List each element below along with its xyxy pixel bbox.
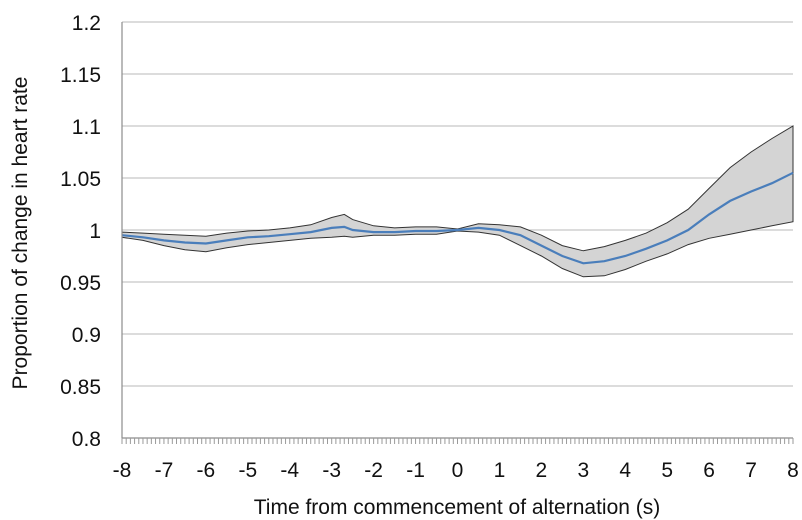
confidence-band xyxy=(121,125,794,278)
x-tick-label: 3 xyxy=(577,459,589,482)
axes xyxy=(121,22,794,444)
x-tick-label: 6 xyxy=(703,459,715,482)
x-axis-title: Time from commencement of alternation (s… xyxy=(254,496,661,519)
x-tick-label: -7 xyxy=(155,459,174,482)
y-tick-label: 1.05 xyxy=(60,168,101,191)
y-axis-title: Proportion of change in heart rate xyxy=(9,77,32,390)
x-tick-label: -4 xyxy=(280,459,299,482)
x-tick-label: 5 xyxy=(661,459,673,482)
x-tick-label: -5 xyxy=(238,459,257,482)
y-tick-label: 1 xyxy=(89,220,101,243)
x-tick-labels: -8 -7 -6 -5 -4 -3 -2 -1 0 1 2 3 4 5 6 7 8 xyxy=(113,459,799,482)
x-tick-label: -1 xyxy=(406,459,425,482)
gridlines xyxy=(122,21,793,387)
y-tick-label: 0.9 xyxy=(72,324,101,347)
x-tick-label: 8 xyxy=(787,459,799,482)
series-lines xyxy=(121,171,794,265)
y-tick-label: 0.95 xyxy=(60,272,101,295)
x-tick-label: 4 xyxy=(619,459,631,482)
y-tick-label: 0.85 xyxy=(60,376,101,399)
y-tick-label: 1.1 xyxy=(72,116,101,139)
x-tick-label: 1 xyxy=(494,459,506,482)
y-tick-labels: 0.8 0.85 0.9 0.95 1 1.05 1.1 1.15 1.2 xyxy=(60,12,101,451)
series-line xyxy=(121,171,794,265)
x-tick-label: -8 xyxy=(113,459,132,482)
x-tick-label: 0 xyxy=(452,459,464,482)
y-tick-label: 0.8 xyxy=(72,428,101,451)
y-tick-label: 1.2 xyxy=(72,12,101,35)
confidence-band-area xyxy=(121,125,794,278)
x-tick-label: 7 xyxy=(745,459,757,482)
y-tick-label: 1.15 xyxy=(60,64,101,87)
x-tick-label: -6 xyxy=(197,459,216,482)
x-tick-label: -3 xyxy=(322,459,341,482)
x-tick-label: -2 xyxy=(364,459,383,482)
x-tick-label: 2 xyxy=(536,459,548,482)
